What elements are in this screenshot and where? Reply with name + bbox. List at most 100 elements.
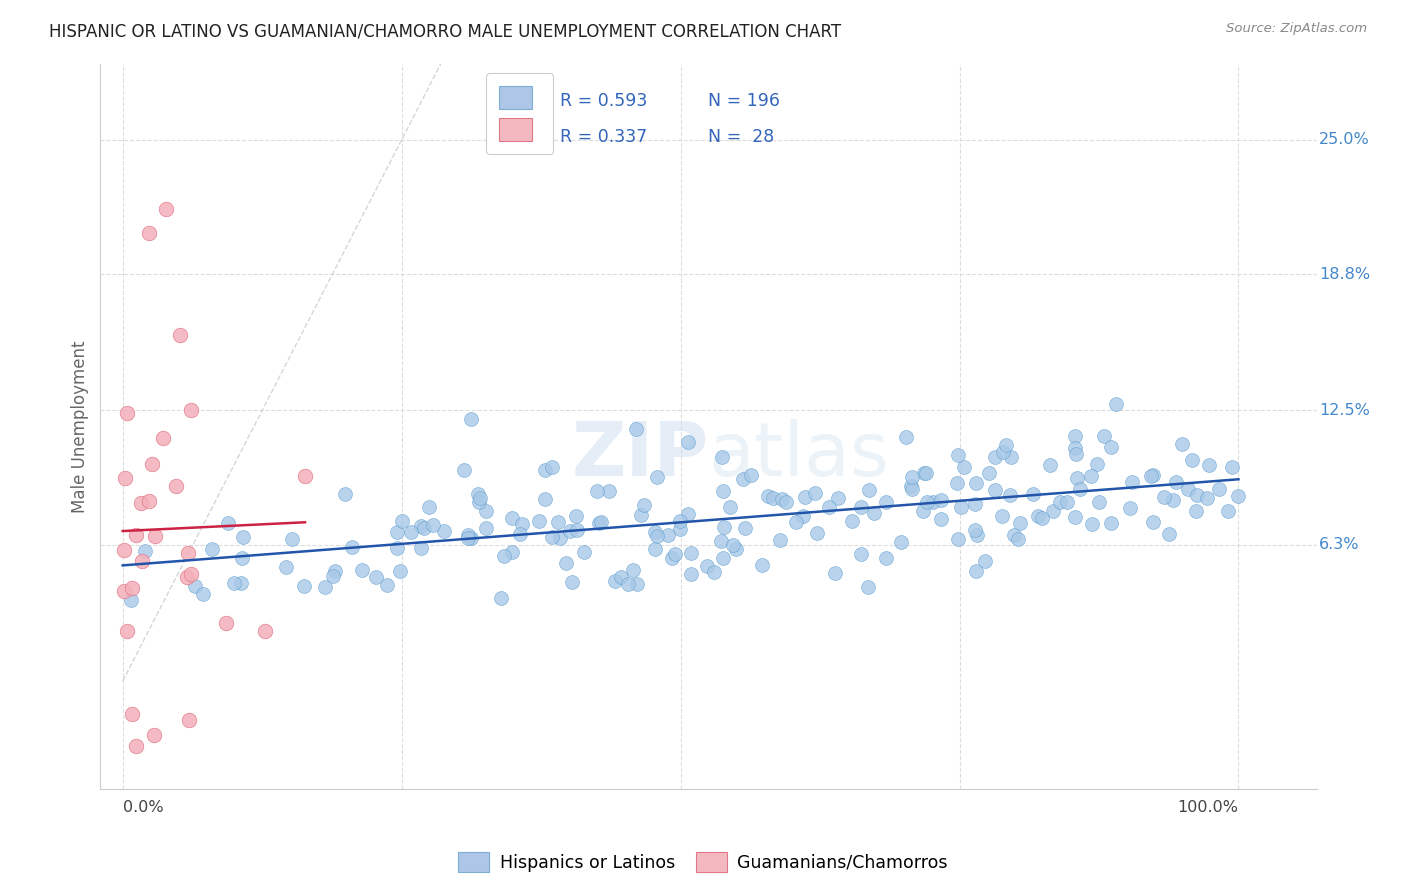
Point (1216, 504, 1239, 518)
Point (1197, 491, 1219, 505)
Point (696, 558, 718, 573)
Point (134, 543, 156, 558)
Point (1064, 442, 1087, 456)
Point (900, 479, 922, 493)
Point (1099, 440, 1122, 454)
Point (232, 530, 254, 544)
Point (875, 494, 897, 508)
Point (963, 523, 986, 537)
Point (858, 483, 880, 497)
Text: Source: ZipAtlas.com: Source: ZipAtlas.com (1226, 22, 1367, 36)
Point (364, 570, 387, 584)
Point (1208, 482, 1230, 496)
Point (389, 564, 412, 578)
Point (1142, 515, 1164, 529)
Point (984, 450, 1007, 465)
Point (468, 495, 491, 509)
Text: 0.0%: 0.0% (122, 800, 163, 815)
Point (824, 566, 846, 581)
Text: 100.0%: 100.0% (1177, 800, 1239, 815)
Point (411, 541, 433, 555)
Point (849, 547, 872, 561)
Point (215, 615, 238, 630)
Point (1031, 511, 1053, 525)
Point (901, 482, 924, 496)
Text: 18.8%: 18.8% (1319, 267, 1371, 282)
Point (793, 490, 815, 504)
Point (598, 484, 620, 499)
Point (806, 526, 828, 541)
Point (125, 528, 148, 542)
Y-axis label: Male Unemployment: Male Unemployment (72, 341, 89, 513)
Point (121, 582, 143, 596)
Point (548, 531, 571, 545)
Point (176, 570, 198, 584)
Point (1002, 527, 1025, 541)
Point (494, 549, 516, 563)
Point (983, 483, 1005, 498)
Point (114, 471, 136, 485)
Point (681, 566, 703, 581)
Point (890, 535, 912, 549)
Point (491, 591, 513, 606)
Point (710, 534, 733, 549)
Point (527, 514, 550, 528)
Point (547, 515, 569, 529)
Point (1227, 489, 1250, 503)
Point (1099, 516, 1122, 530)
Point (120, 593, 142, 607)
Point (453, 463, 475, 477)
Point (965, 476, 987, 491)
Point (633, 498, 655, 512)
Point (1007, 533, 1029, 547)
Point (460, 412, 482, 426)
Point (979, 466, 1001, 480)
Point (974, 554, 997, 568)
Point (762, 491, 785, 505)
Point (945, 475, 967, 490)
Point (681, 545, 703, 559)
Legend: Hispanics or Latinos, Guamanians/Chamorros: Hispanics or Latinos, Guamanians/Chamorr… (451, 845, 955, 879)
Point (1140, 468, 1163, 483)
Point (792, 508, 814, 523)
Point (391, 514, 413, 528)
Point (769, 533, 792, 548)
Point (564, 508, 586, 523)
Point (222, 576, 245, 591)
Point (1166, 475, 1188, 490)
Point (645, 529, 668, 543)
Point (1220, 460, 1243, 475)
Point (711, 484, 734, 499)
Point (724, 542, 747, 557)
Point (534, 463, 557, 477)
Point (1119, 501, 1142, 516)
Point (1159, 526, 1181, 541)
Text: 12.5%: 12.5% (1319, 403, 1369, 418)
Point (1177, 482, 1199, 496)
Point (274, 560, 297, 574)
Point (143, 529, 166, 543)
Point (644, 541, 666, 556)
Point (1069, 482, 1091, 496)
Point (229, 576, 252, 591)
Text: R = 0.593: R = 0.593 (560, 92, 648, 110)
Point (217, 516, 239, 531)
Point (1064, 428, 1087, 442)
Point (457, 531, 479, 545)
Point (314, 580, 336, 594)
Point (1010, 516, 1032, 530)
Point (510, 516, 533, 531)
Point (591, 515, 613, 529)
Point (645, 469, 668, 483)
Point (713, 520, 735, 534)
Point (851, 500, 873, 514)
Point (863, 507, 886, 521)
Text: 25.0%: 25.0% (1319, 132, 1369, 147)
Text: ZIP: ZIP (571, 419, 709, 492)
Point (350, 563, 373, 577)
Text: 6.3%: 6.3% (1319, 537, 1360, 552)
Point (468, 491, 491, 505)
Point (1021, 487, 1043, 501)
Point (966, 528, 988, 542)
Point (917, 495, 939, 509)
